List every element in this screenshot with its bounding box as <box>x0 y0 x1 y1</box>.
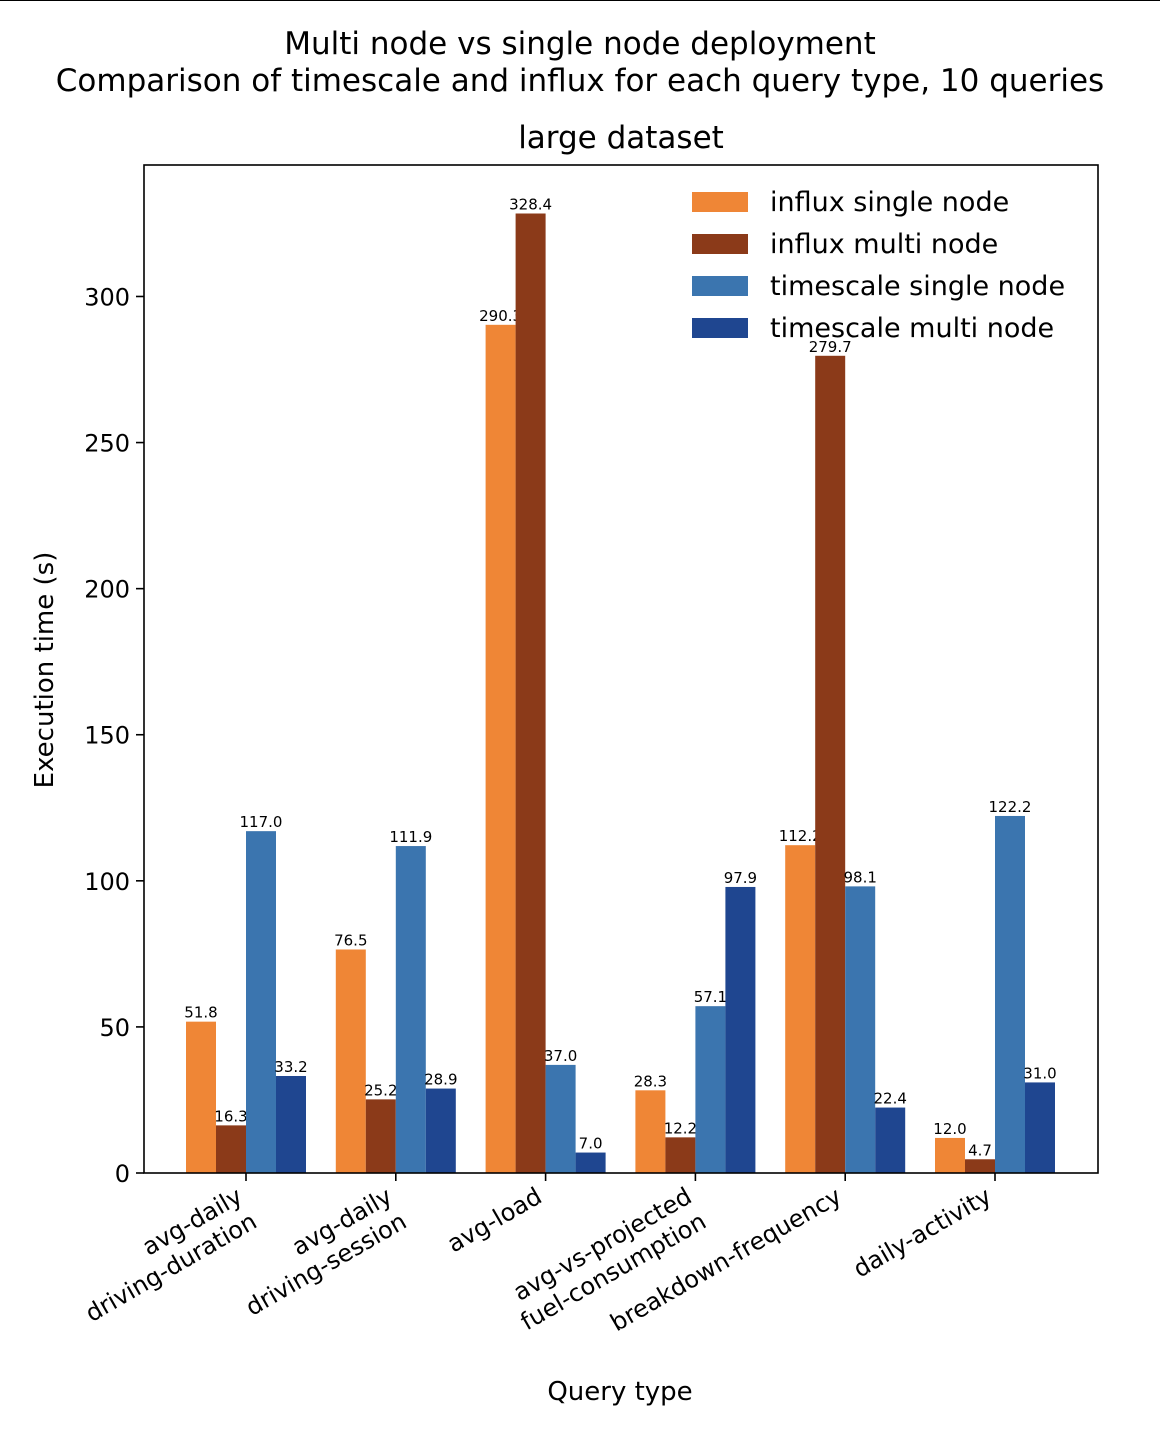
bar-value-label: 112.2 <box>779 827 822 845</box>
bar-influx-multi-node-4 <box>815 355 846 1173</box>
y-tick-label: 100 <box>84 868 130 896</box>
bar-timescale-multi-node-0 <box>276 1075 306 1173</box>
plot-frame <box>143 164 1099 1174</box>
bar-influx-multi-node-2 <box>515 213 546 1174</box>
bar-value-label: 7.0 <box>579 1135 603 1153</box>
bar-timescale-single-node-3 <box>695 1006 726 1173</box>
y-tick-label: 300 <box>84 283 130 311</box>
bar-influx-multi-node-3 <box>665 1137 696 1173</box>
bar-value-label: 122.2 <box>989 798 1032 816</box>
bar-timescale-single-node-5 <box>995 815 1025 1173</box>
bar-value-label: 76.5 <box>334 931 367 949</box>
bar-value-label: 117.0 <box>240 813 283 831</box>
figure-suptitle-line-2: Comparison of timescale and influx for e… <box>55 63 1105 99</box>
bar-timescale-single-node-0 <box>246 831 276 1173</box>
bar-timescale-single-node-2 <box>545 1064 576 1173</box>
bar-timescale-multi-node-5 <box>1025 1082 1055 1173</box>
bar-timescale-multi-node-4 <box>875 1107 906 1173</box>
bar-influx-single-node-0 <box>186 1021 216 1173</box>
bar-value-label: 51.8 <box>184 1004 217 1022</box>
legend-entry-label: timescale multi node <box>770 313 1054 344</box>
bar-influx-multi-node-0 <box>216 1125 246 1173</box>
bar-influx-multi-node-1 <box>365 1099 396 1173</box>
bar-value-label: 37.0 <box>544 1047 577 1065</box>
bar-timescale-multi-node-3 <box>725 886 756 1173</box>
bar-influx-single-node-4 <box>785 845 816 1173</box>
bar-timescale-multi-node-2 <box>575 1152 606 1173</box>
bar-value-label: 57.1 <box>694 988 727 1006</box>
bar-value-label: 33.2 <box>274 1058 307 1076</box>
bar-value-label: 12.0 <box>933 1120 966 1138</box>
y-tick-label: 50 <box>99 1014 130 1042</box>
y-tick-label: 150 <box>84 722 130 750</box>
legend-entry-label: influx multi node <box>770 229 998 260</box>
y-axis-label: Execution time (s) <box>30 552 60 789</box>
x-tick-label-line: daily-activity <box>848 1182 996 1283</box>
bar-influx-multi-node-5 <box>965 1159 995 1173</box>
bar-timescale-multi-node-1 <box>425 1088 456 1173</box>
x-tick-label: daily-activity <box>848 1182 996 1283</box>
legend-swatch <box>692 318 748 338</box>
x-tick-label-line: avg-load <box>442 1182 546 1258</box>
bar-timescale-single-node-1 <box>395 846 426 1173</box>
x-tick-label: avg-load <box>442 1182 546 1258</box>
figure-top-border <box>0 0 1160 1</box>
legend-entry-label: influx single node <box>770 187 1009 218</box>
x-tick-label: avg-dailydriving-session <box>226 1182 411 1322</box>
bar-timescale-single-node-4 <box>845 886 876 1173</box>
x-tick-label: avg-dailydriving-duration <box>66 1182 261 1328</box>
bar-value-label: 97.9 <box>724 869 757 887</box>
bar-influx-single-node-1 <box>335 949 366 1173</box>
bar-value-label: 279.7 <box>809 338 852 356</box>
legend-entry-label: timescale single node <box>770 271 1065 302</box>
bar-value-label: 25.2 <box>364 1081 397 1099</box>
legend-swatch <box>692 276 748 296</box>
bar-value-label: 328.4 <box>509 196 552 214</box>
bar-value-label: 111.9 <box>389 828 432 846</box>
x-axis-label: Query type <box>547 1377 692 1407</box>
bar-influx-single-node-3 <box>635 1090 666 1173</box>
bar-value-label: 16.3 <box>214 1107 247 1125</box>
bar-value-label: 28.9 <box>424 1071 457 1089</box>
bar-value-label: 4.7 <box>968 1141 992 1159</box>
figure-suptitle-line-1: Multi node vs single node deployment <box>284 26 876 62</box>
bar-value-label: 22.4 <box>873 1090 906 1108</box>
chart-title: large dataset <box>518 120 724 156</box>
y-tick-label: 250 <box>84 430 130 458</box>
bar-value-label: 290.3 <box>479 307 522 325</box>
legend-swatch <box>692 192 748 212</box>
bar-influx-single-node-5 <box>935 1137 965 1173</box>
bar-value-label: 98.1 <box>843 868 876 886</box>
bar-value-label: 12.2 <box>664 1119 697 1137</box>
bar-value-label: 31.0 <box>1023 1064 1056 1082</box>
y-tick-label: 200 <box>84 576 130 604</box>
bar-influx-single-node-2 <box>485 324 516 1174</box>
legend-swatch <box>692 234 748 254</box>
bar-value-label: 28.3 <box>634 1072 667 1090</box>
y-tick-label: 0 <box>115 1160 130 1188</box>
